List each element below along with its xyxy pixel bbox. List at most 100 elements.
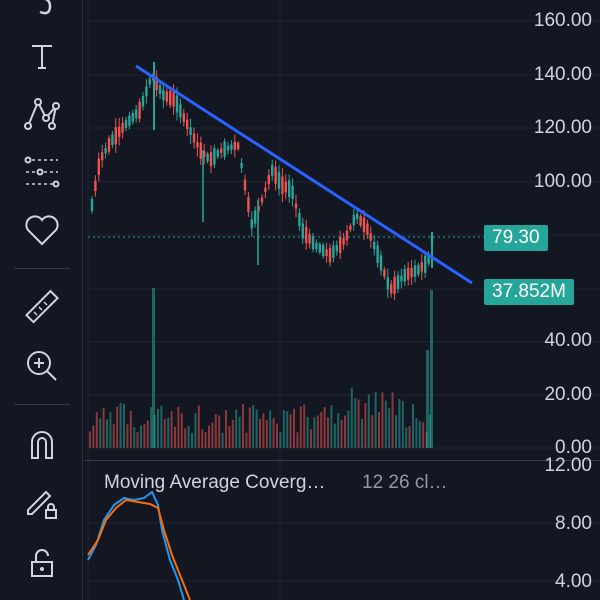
price-tick-140: 140.00 [533,64,592,85]
volume-bar [408,426,411,448]
volume-bar [279,432,282,448]
volume-bar [116,406,119,448]
candle-body [165,91,168,102]
volume-bar [157,408,159,448]
volume-bar [262,413,265,448]
candle-body [376,245,379,263]
volume-bar [95,412,98,448]
volume-bar [218,415,221,448]
volume-bar [197,405,200,448]
prediction-icon[interactable] [20,150,64,194]
volume-bar [163,419,166,448]
volume-bar [177,406,180,448]
volume-bar [347,410,350,448]
candle-body [315,242,318,250]
volume-bar [228,425,231,448]
volume-bar [357,399,360,448]
signal-line [87,498,191,600]
candle-body [277,172,281,189]
candle-body [413,265,417,277]
candle-body [294,203,298,209]
candle-body [301,223,304,239]
candle-body [189,127,192,136]
candle-body [359,216,362,226]
zoom-in-icon[interactable] [20,344,64,388]
candle-body [175,95,179,113]
ruler-icon[interactable] [20,286,64,330]
volume-bar [330,405,333,448]
volume-bar [354,398,357,448]
price-tick-120: 120.00 [533,117,592,138]
candle-body [366,223,369,236]
candle-body [223,141,226,158]
study-params[interactable]: 12 26 cl… [362,472,448,493]
volume-bar [123,403,125,448]
drawing-toolbar [0,0,83,600]
volume-bar [194,413,197,448]
volume-bar [255,409,258,448]
candle-body [424,255,427,273]
volume-bar [187,425,190,448]
candle-body [390,284,393,294]
candle-body [158,85,162,94]
candlesticks [90,62,434,301]
candle-body [311,236,315,250]
candle-body [124,120,128,128]
pattern-icon[interactable] [20,92,64,136]
candle-body [220,148,223,153]
volume-bar [126,424,129,448]
volume-bar [313,417,316,448]
volume-bar [320,412,323,448]
pencil-lock-icon[interactable] [20,480,64,524]
candle-body [335,244,338,252]
volume-bar [129,410,132,448]
candle-body [148,78,151,85]
candle-body [203,151,206,158]
candle-body [169,90,172,106]
candle-body [111,134,114,145]
unlock-icon[interactable] [20,540,64,584]
volume-bar [381,392,384,448]
volume-bar [235,409,238,448]
candle-body [410,267,413,278]
volume-bar [333,423,336,448]
volume-bar [364,403,367,448]
candle-body [230,144,233,150]
candle-body [101,152,104,161]
pane-divider[interactable] [84,460,600,461]
candle-body [155,76,158,91]
candle-body [305,226,308,244]
candle-body [362,217,366,233]
volume-bar [388,408,391,448]
volume-bar [92,425,95,448]
candle-body [135,109,138,119]
heart-icon[interactable] [20,208,64,252]
volume-bar [340,419,343,448]
macd-lines [87,490,191,600]
volume-bar [415,418,418,448]
text-icon[interactable] [20,34,64,78]
candle-body [271,164,274,176]
price-tick-160: 160.00 [533,10,592,31]
brush-icon[interactable] [20,0,64,26]
volume-bar [146,420,149,448]
magnet-icon[interactable] [20,422,64,466]
volume-bar [252,405,255,448]
candle-body [118,126,121,137]
candle-body [403,268,406,282]
candle-body [417,264,420,275]
volume-bar [174,426,176,448]
candle-body [267,174,270,185]
candle-body [179,104,182,118]
volume-bar [293,408,295,448]
study-title[interactable]: Moving Average Coverg… [104,472,326,493]
candle-body [254,210,257,224]
candle-body [128,115,131,126]
volume-bar [303,404,306,448]
candle-body [121,122,124,133]
candle-body [213,148,216,165]
candle-body [131,112,134,122]
candle-body [199,142,202,159]
candle-body [90,199,94,211]
